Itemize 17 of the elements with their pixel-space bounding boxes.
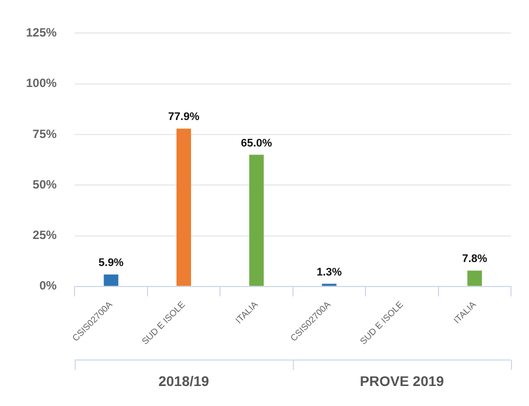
y-tick-label: 75% <box>32 126 58 141</box>
y-tick-label: 25% <box>32 228 58 242</box>
text: 2018/19 <box>158 372 210 389</box>
y-tick-label: 50% <box>32 177 58 192</box>
y-tick-label: 100% <box>26 76 58 90</box>
bar <box>249 154 264 286</box>
y-tick-label: 0% <box>39 278 58 293</box>
y-tick-label: 125% <box>26 26 58 40</box>
data-label: 1.3% <box>316 266 342 278</box>
data-label: 5.9% <box>98 256 124 269</box>
data-label: 77.9% <box>168 111 200 124</box>
bar <box>176 128 192 286</box>
data-label: 65.0% <box>240 137 272 150</box>
bar <box>104 274 118 286</box>
data-label: 7.8% <box>462 253 488 266</box>
text: PROVE 2019 <box>360 372 444 389</box>
bar <box>467 270 482 286</box>
